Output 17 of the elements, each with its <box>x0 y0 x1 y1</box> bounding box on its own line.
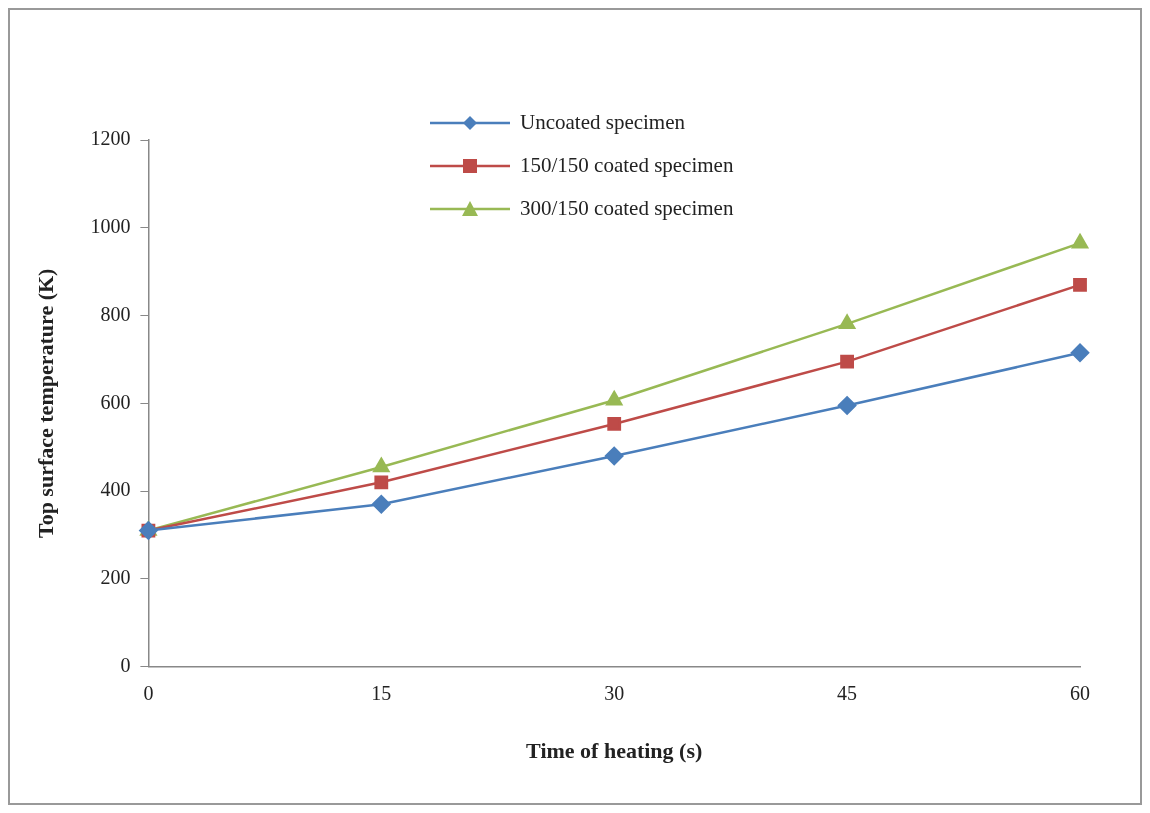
x-tick-label: 15 <box>371 681 392 704</box>
y-axis-title: Top surface temperature (K) <box>32 268 58 539</box>
y-tick-label: 400 <box>100 478 131 501</box>
x-tick-label: 0 <box>143 681 154 704</box>
x-tick-label: 45 <box>837 681 858 704</box>
y-tick-label: 1200 <box>90 127 131 150</box>
legend-label: Uncoated specimen <box>520 110 686 135</box>
y-tick-label: 600 <box>100 390 131 413</box>
y-tick-label: 200 <box>100 566 131 589</box>
x-tick-label: 30 <box>604 681 625 704</box>
legend-label: 150/150 coated specimen <box>520 153 734 178</box>
y-tick-label: 1000 <box>90 215 131 238</box>
y-tick-label: 0 <box>120 653 131 676</box>
x-tick-label: 60 <box>1070 681 1090 704</box>
y-tick-label: 800 <box>100 302 131 325</box>
x-axis-title: Time of heating (s) <box>526 738 703 764</box>
legend-label: 300/150 coated specimen <box>520 196 734 221</box>
